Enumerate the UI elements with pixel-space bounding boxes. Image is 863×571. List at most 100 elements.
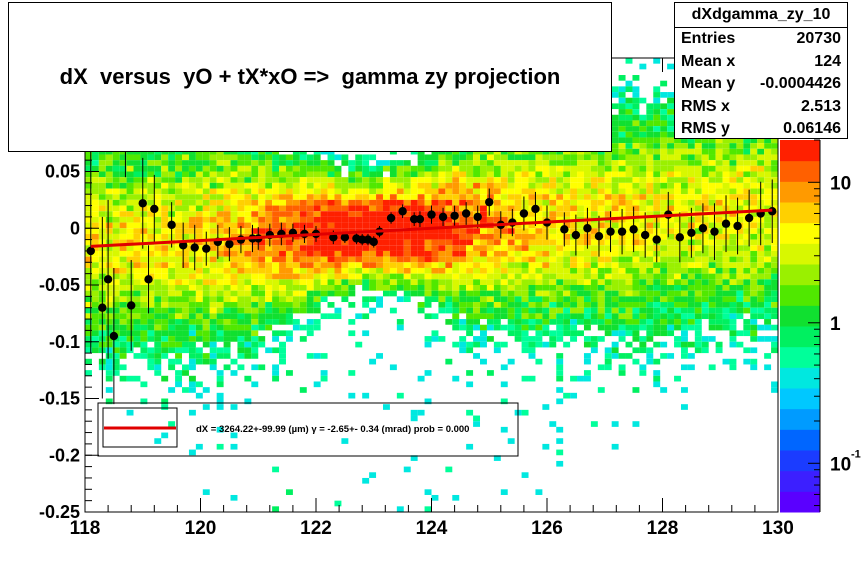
heatmap-cell xyxy=(140,188,148,195)
heatmap-cell xyxy=(133,245,141,251)
heatmap-cell xyxy=(674,239,681,246)
heatmap-cell xyxy=(320,228,328,234)
heatmap-cell xyxy=(306,245,314,251)
heatmap-cell xyxy=(327,188,335,195)
heatmap-cell xyxy=(313,250,321,257)
heatmap-cell xyxy=(306,199,314,206)
heatmap-cell xyxy=(694,171,702,178)
heatmap-cell xyxy=(694,137,702,144)
heatmap-cell xyxy=(147,245,155,251)
heatmap-cell xyxy=(771,160,778,166)
heatmap-cell xyxy=(265,160,273,166)
heatmap-cell xyxy=(694,313,702,320)
heatmap-cell xyxy=(667,160,675,166)
heatmap-cell xyxy=(687,182,695,189)
heatmap-cell xyxy=(195,302,203,308)
heatmap-cell xyxy=(535,211,543,217)
heatmap-cell xyxy=(715,171,723,178)
heatmap-cell xyxy=(272,506,280,512)
heatmap-cell xyxy=(563,324,571,331)
heatmap-cell xyxy=(202,165,210,172)
heatmap-cell xyxy=(743,285,751,291)
heatmap-cell xyxy=(618,199,626,206)
heatmap-cell xyxy=(459,245,467,251)
heatmap-cell xyxy=(327,290,335,297)
heatmap-cell xyxy=(722,171,730,178)
heatmap-cell xyxy=(175,222,183,229)
heatmap-cell xyxy=(757,256,765,263)
heatmap-cell xyxy=(202,302,210,308)
heatmap-cell xyxy=(632,165,640,172)
heatmap-cell xyxy=(105,211,113,217)
heatmap-cell xyxy=(618,205,626,212)
heatmap-cell xyxy=(112,302,120,308)
heatmap-cell xyxy=(535,290,543,297)
heatmap-cell xyxy=(369,472,377,478)
heatmap-cell xyxy=(466,171,474,178)
heatmap-cell xyxy=(757,171,765,178)
heatmap-cell xyxy=(105,216,113,223)
heatmap-cell xyxy=(486,256,494,263)
heatmap-cell xyxy=(473,250,481,257)
heatmap-cell xyxy=(341,154,349,161)
heatmap-cell xyxy=(369,165,377,172)
heatmap-cell xyxy=(216,233,224,240)
heatmap-cell xyxy=(583,290,591,297)
heatmap-cell xyxy=(680,245,688,251)
heatmap-cell xyxy=(459,250,467,257)
heatmap-cell xyxy=(140,205,148,212)
heatmap-cell xyxy=(563,256,571,263)
heatmap-cell xyxy=(161,330,169,337)
heatmap-cell xyxy=(750,194,758,200)
heatmap-cell xyxy=(369,194,377,200)
heatmap-cell xyxy=(396,216,404,223)
heatmap-cell xyxy=(535,273,543,280)
heatmap-cell xyxy=(604,154,612,161)
heatmap-cell xyxy=(376,296,383,303)
heatmap-cell xyxy=(639,285,647,291)
heatmap-cell xyxy=(528,302,536,308)
heatmap-cell xyxy=(438,205,446,212)
heatmap-cell xyxy=(389,307,397,314)
heatmap-cell xyxy=(362,273,370,280)
heatmap-cell xyxy=(112,250,120,257)
heatmap-cell xyxy=(715,262,723,268)
heatmap-cell xyxy=(85,267,92,274)
heatmap-cell xyxy=(230,296,238,303)
heatmap-cell xyxy=(722,296,730,303)
heatmap-cell xyxy=(417,211,425,217)
heatmap-cell xyxy=(119,205,127,212)
heatmap-cell xyxy=(611,114,619,121)
heatmap-cell xyxy=(410,267,418,274)
heatmap-cell xyxy=(133,290,141,297)
x-tick-label: 118 xyxy=(70,518,101,539)
heatmap-cell xyxy=(424,177,432,183)
heatmap-cell xyxy=(743,324,751,331)
heatmap-cell xyxy=(195,182,203,189)
heatmap-cell xyxy=(258,364,266,371)
heatmap-cell xyxy=(126,250,134,257)
profile-point xyxy=(571,230,581,240)
heatmap-cell xyxy=(473,228,481,234)
heatmap-cell xyxy=(161,211,169,217)
heatmap-cell xyxy=(729,199,737,206)
heatmap-cell xyxy=(306,307,314,314)
heatmap-cell xyxy=(410,409,418,416)
heatmap-cell xyxy=(694,319,702,325)
heatmap-cell xyxy=(299,273,307,280)
heatmap-cell xyxy=(701,267,709,274)
heatmap-cell xyxy=(292,194,300,200)
heatmap-cell xyxy=(355,313,363,320)
heatmap-cell xyxy=(715,222,723,229)
heatmap-cell xyxy=(313,182,321,189)
heatmap-cell xyxy=(334,165,342,172)
colorbar-band xyxy=(780,202,820,224)
heatmap-cell xyxy=(161,290,169,297)
heatmap-cell xyxy=(154,358,162,365)
heatmap-cell xyxy=(230,165,238,172)
heatmap-cell xyxy=(355,199,363,206)
heatmap-cell xyxy=(729,239,737,246)
heatmap-cell xyxy=(265,302,273,308)
heatmap-cell xyxy=(625,114,633,121)
heatmap-cell xyxy=(632,177,640,183)
